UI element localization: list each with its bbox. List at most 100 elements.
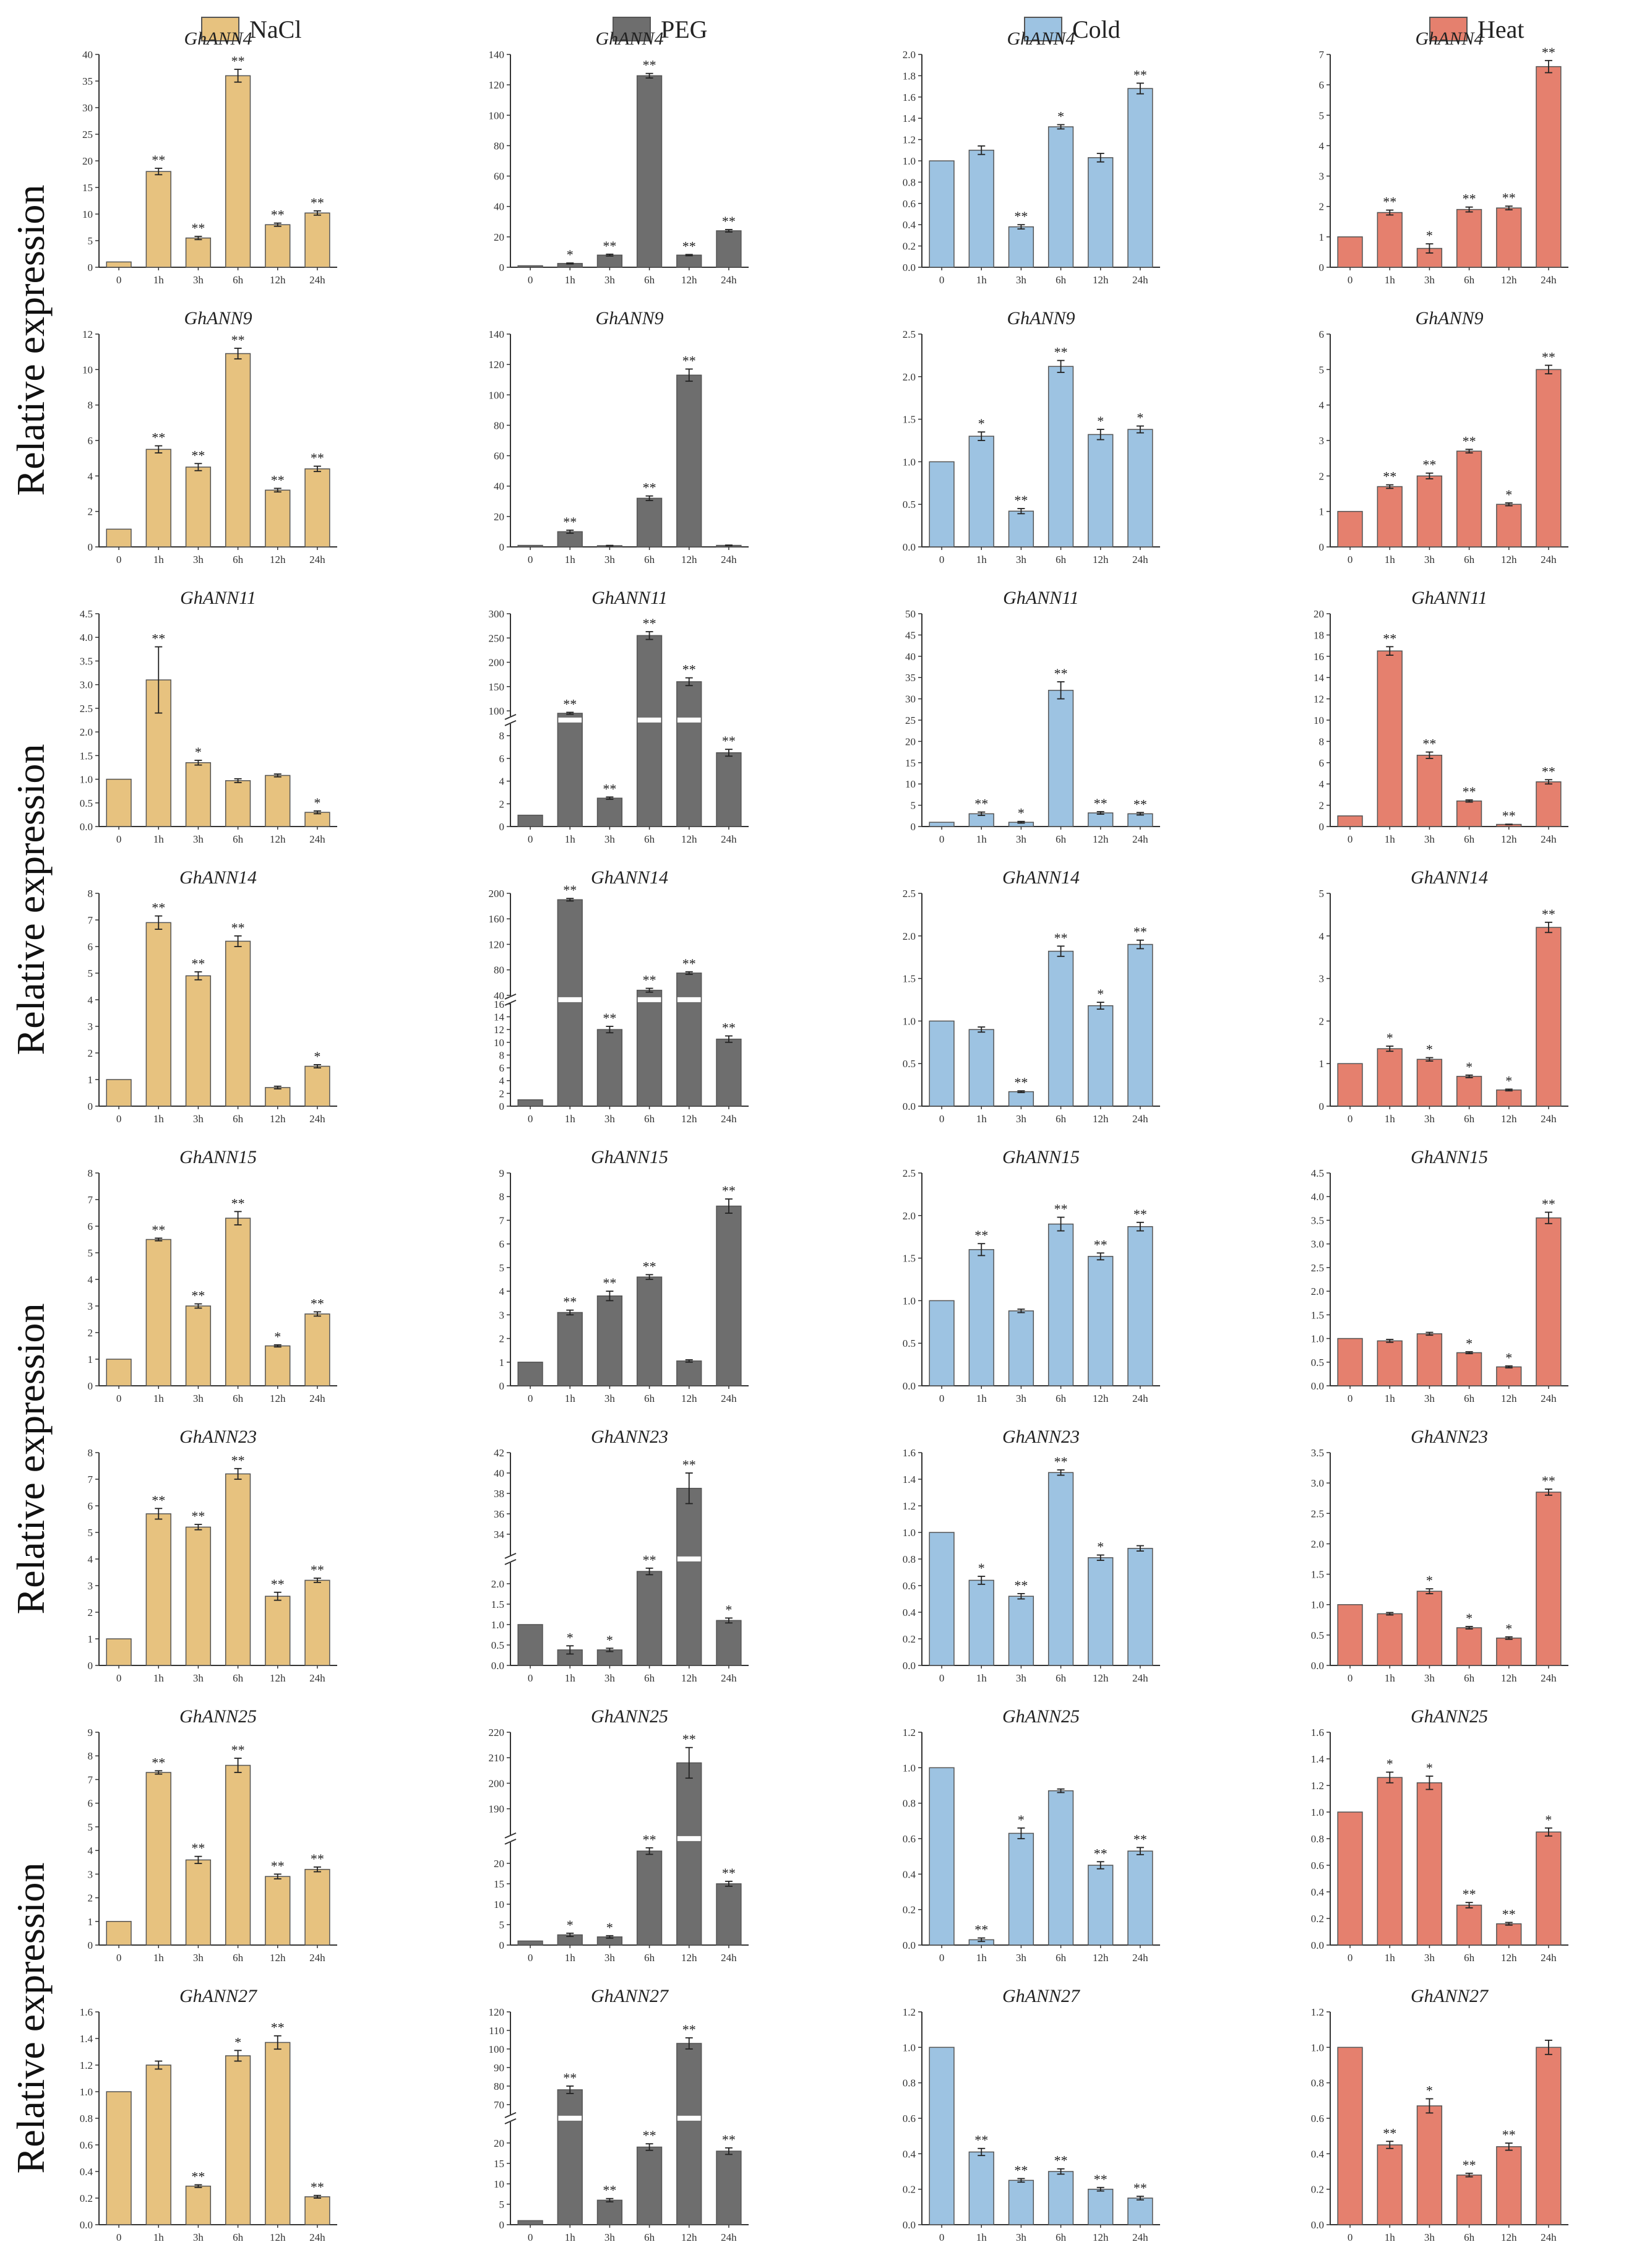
x-tick-label: 0 <box>116 1393 122 1404</box>
y-tick-label: 0.0 <box>903 1380 916 1392</box>
x-tick-label: 3h <box>1424 554 1435 565</box>
significance-label: ** <box>271 207 285 223</box>
y-tick-label: 120 <box>489 359 505 371</box>
y-tick-label: 2 <box>1319 470 1325 482</box>
x-tick-label: 12h <box>681 1393 697 1404</box>
y-tick-label: 100 <box>489 2043 505 2055</box>
bar <box>517 1624 543 1666</box>
x-tick-label: 3h <box>1016 2231 1027 2243</box>
y-tick-label: 0.8 <box>903 2077 916 2089</box>
chart-heat-ghann11: GhANN11 0 2 4 6 8 10 12 14 16 18 20 0 ** 1h ** 3h ** 6h ** 1… <box>1314 588 1568 845</box>
y-tick-label: 3 <box>88 1580 93 1592</box>
x-tick-label: 0 <box>939 274 945 286</box>
significance-label: ** <box>722 1183 736 1198</box>
x-tick-label: 0 <box>939 1952 945 1964</box>
legend-label: PEG <box>661 15 708 43</box>
chart-title: GhANN4 <box>1415 28 1483 49</box>
significance-label: * <box>234 2034 241 2050</box>
y-tick-label: 4.5 <box>80 608 93 620</box>
bar <box>716 1038 742 1107</box>
y-tick-label: 9 <box>88 1727 93 1738</box>
x-tick-label: 24h <box>721 554 737 565</box>
significance-label: ** <box>231 332 245 348</box>
significance-label: ** <box>974 796 988 812</box>
x-tick-label: 0 <box>528 2231 533 2243</box>
bar <box>304 2196 330 2225</box>
x-tick-label: 1h <box>1385 554 1396 565</box>
x-tick-label: 6h <box>644 1113 655 1125</box>
chart-peg-ghann4: GhANN4 0 20 40 60 80 100 120 140 0 * 1h ** 3h ** 6h ** 12… <box>489 28 749 286</box>
axis-break-mark <box>504 1838 517 1845</box>
significance-label: ** <box>603 1275 616 1291</box>
x-tick-label: 0 <box>528 1672 533 1684</box>
bar <box>636 1276 663 1386</box>
y-tick-label: 10 <box>82 208 93 220</box>
y-tick-label: 3.5 <box>1311 1447 1324 1459</box>
y-tick-label: 4 <box>499 1075 505 1087</box>
y-tick-label: 1.0 <box>80 774 93 786</box>
chart-title: GhANN27 <box>1002 1986 1081 2006</box>
chart-peg-ghann23: GhANN23 0.0 0.5 1.0 1.5 2.0 34 36 38 40 42 0 * 1h * 3h *… <box>491 1427 749 1684</box>
bar <box>225 75 251 268</box>
bar <box>676 681 702 827</box>
y-tick-label: 10 <box>82 364 93 376</box>
y-tick-label: 2.0 <box>903 1210 916 1222</box>
y-tick-label: 4 <box>88 470 93 482</box>
bar <box>716 2150 742 2225</box>
legend-item-nacl: NaCl <box>201 15 301 43</box>
significance-label: * <box>195 744 202 760</box>
bar <box>968 1249 994 1386</box>
y-tick-label: 90 <box>494 2062 504 2074</box>
significance-label: ** <box>563 696 577 711</box>
chart-title: GhANN9 <box>184 308 252 329</box>
x-tick-label: 3h <box>193 1672 204 1684</box>
bar <box>1496 1923 1522 1946</box>
significance-label: ** <box>152 1222 165 1237</box>
bar <box>968 436 994 548</box>
x-tick-label: 12h <box>681 2231 697 2243</box>
x-tick-label: 0 <box>116 833 122 845</box>
y-tick-label: 1.8 <box>903 70 916 82</box>
bar <box>304 212 330 268</box>
significance-label: ** <box>722 1020 736 1035</box>
y-tick-label: 5 <box>88 1821 93 1833</box>
x-tick-label: 3h <box>1424 274 1435 286</box>
x-tick-label: 12h <box>1093 1672 1109 1684</box>
y-tick-label: 9 <box>499 1167 505 1179</box>
x-tick-label: 3h <box>1424 833 1435 845</box>
x-tick-label: 3h <box>1016 1672 1027 1684</box>
chart-title: GhANN14 <box>1411 867 1488 888</box>
y-tick-label: 1.6 <box>80 2006 93 2018</box>
x-tick-label: 3h <box>193 1393 204 1404</box>
y-tick-label: 3 <box>88 1300 93 1312</box>
chart-title: GhANN15 <box>1002 1147 1080 1167</box>
chart-cold-ghann27: GhANN27 0.0 0.2 0.4 0.6 0.8 1.0 1.2 0 ** 1h ** 3h ** 6… <box>903 1986 1160 2243</box>
y-tick-label: 12 <box>494 1024 504 1036</box>
bar <box>1008 1832 1034 1946</box>
significance-label: * <box>1426 1573 1433 1588</box>
significance-label: ** <box>1542 349 1555 364</box>
bar <box>1088 434 1114 548</box>
x-tick-label: 1h <box>153 554 165 565</box>
bar-break <box>677 1836 701 1841</box>
y-tick-label: 2.0 <box>80 726 93 738</box>
significance-label: ** <box>1502 1906 1516 1922</box>
bar-break <box>558 2115 582 2121</box>
significance-label: * <box>567 247 574 262</box>
y-tick-label: 15 <box>494 2158 504 2170</box>
y-tick-label: 60 <box>494 450 504 462</box>
significance-label: ** <box>643 1552 656 1568</box>
bar <box>1088 1557 1114 1666</box>
x-tick-label: 1h <box>976 1393 987 1404</box>
x-tick-label: 6h <box>233 833 244 845</box>
bar <box>145 1239 171 1386</box>
y-tick-label: 100 <box>489 705 505 717</box>
bar <box>225 1764 251 1946</box>
bar <box>145 449 171 548</box>
y-tick-label: 40 <box>494 1467 504 1479</box>
y-tick-label: 10 <box>1314 715 1324 726</box>
y-tick-label: 110 <box>489 2025 504 2037</box>
significance-label: ** <box>643 1832 656 1847</box>
significance-label: ** <box>563 514 577 530</box>
y-tick-label: 1.6 <box>1311 1727 1324 1738</box>
